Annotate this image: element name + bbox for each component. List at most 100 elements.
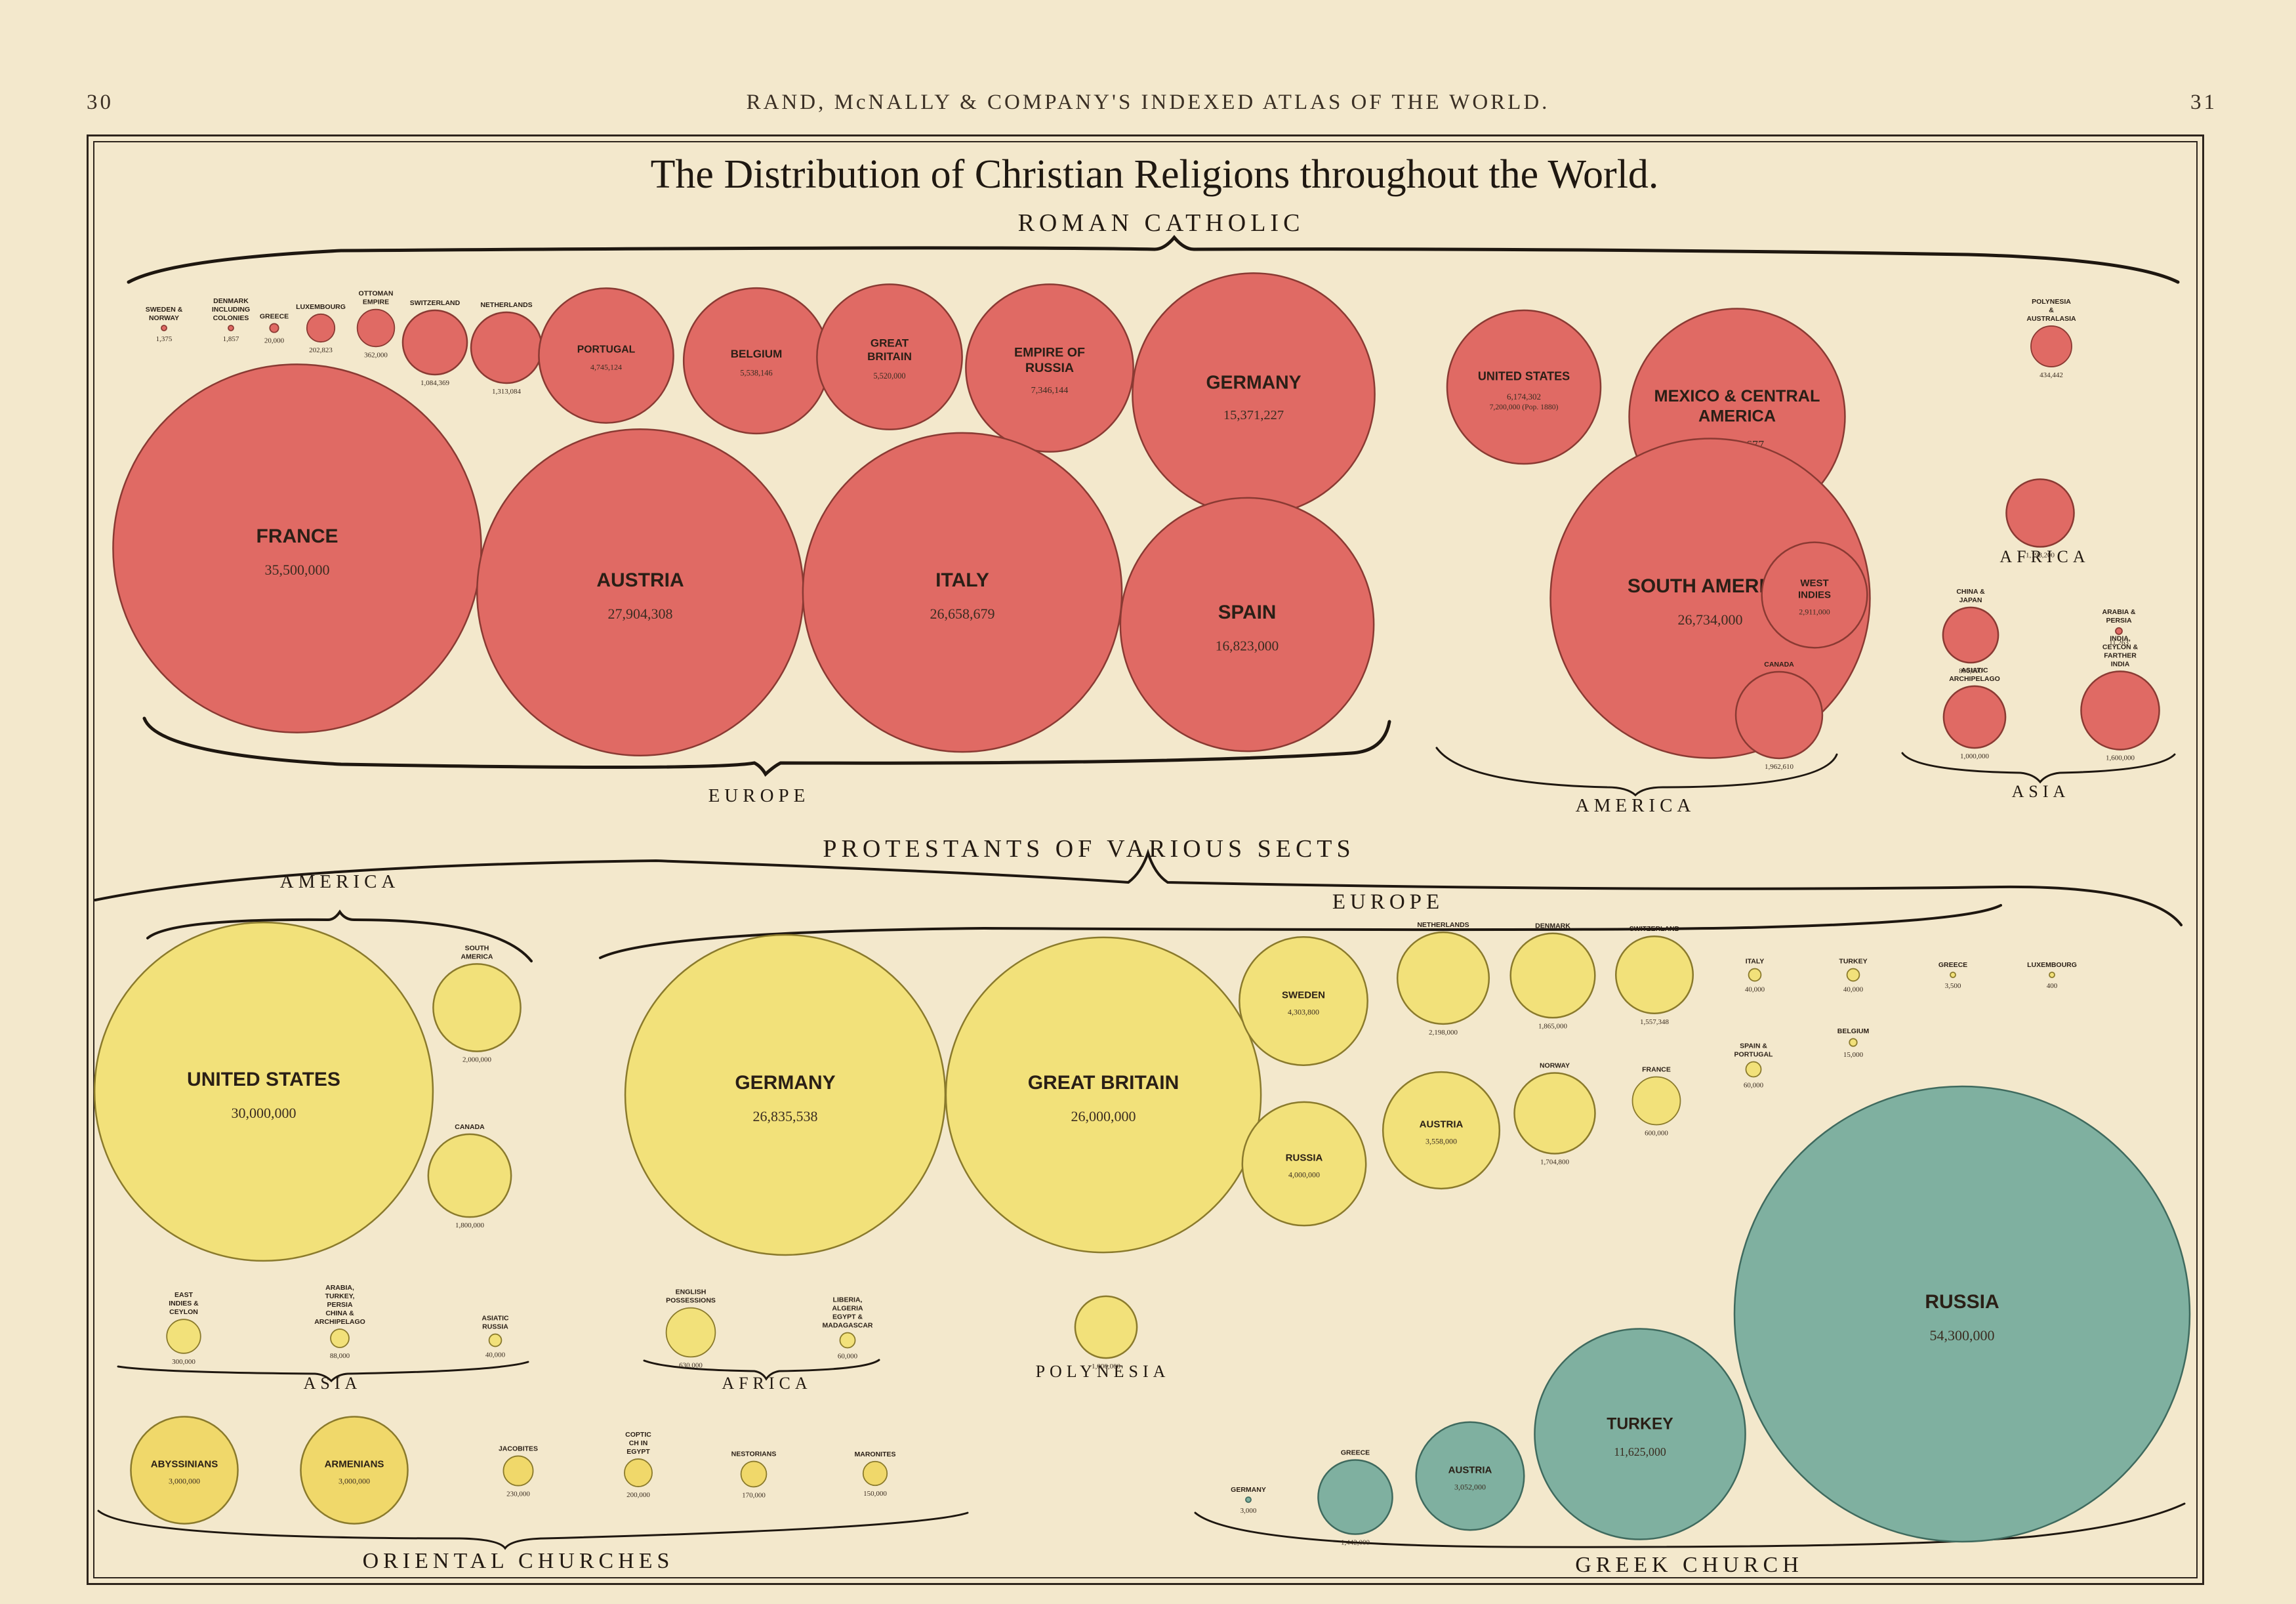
bubble-label: TURKEY, — [325, 1292, 355, 1300]
bubble — [166, 1319, 201, 1354]
bubble-label: AUSTRALASIA — [2026, 315, 2076, 323]
bubble-value: 5,538,146 — [740, 369, 772, 378]
bubble — [816, 283, 963, 430]
bubble — [300, 1416, 409, 1525]
bubble — [1748, 968, 1762, 982]
section-labels: ROMAN CATHOLIC PROTESTANTS OF VARIOUS SEC… — [280, 209, 2089, 1577]
bubble-label: NETHERLANDS — [480, 301, 532, 309]
region-label-pr-europe: EUROPE — [1332, 890, 1444, 914]
bubble-value: 3,000 — [1240, 1507, 1257, 1515]
bubble-label: EMPIRE — [363, 298, 389, 306]
bubble-value: 2,198,000 — [1429, 1029, 1458, 1037]
bubble — [228, 325, 234, 331]
bubble-value: 630,000 — [679, 1361, 703, 1369]
bubble-value: 362,000 — [364, 351, 388, 359]
bubble — [1846, 968, 1860, 982]
bubble-value: 1,857 — [223, 335, 239, 343]
bubble-label: EGYPT & — [832, 1313, 863, 1321]
bubble-label: DENMARK — [213, 297, 249, 305]
bubble-value: 40,000 — [485, 1351, 506, 1359]
bubble-value: 3,052,000 — [1454, 1483, 1486, 1492]
bubble-label: EMPIRE OF — [1014, 345, 1085, 360]
bubble — [945, 936, 1262, 1254]
bubble-label: CEYLON — [169, 1308, 198, 1316]
bubble-label: ARABIA & — [2102, 608, 2136, 616]
bubble-value: 30,000,000 — [232, 1105, 297, 1121]
bubble-value: 15,000 — [1843, 1051, 1864, 1059]
bubble — [1631, 1076, 1681, 1126]
bubble-label: UNITED STATES — [187, 1069, 340, 1090]
section-brace — [117, 1361, 529, 1383]
bubble-label: MADAGASCAR — [823, 1321, 873, 1329]
bubble — [802, 432, 1123, 753]
bubble — [839, 1332, 856, 1349]
bubble — [1239, 936, 1368, 1066]
bubble-value: 2,911,000 — [1799, 607, 1830, 617]
section-braces — [94, 235, 2186, 1550]
section-title-greek-church: GREEK CHURCH — [1575, 1553, 1803, 1577]
bubble-label: DENMARK — [1535, 922, 1570, 930]
bubble-label: EGYPT — [626, 1448, 650, 1456]
section-brace — [1901, 752, 2176, 784]
bubble — [112, 363, 482, 733]
bubble — [2005, 478, 2075, 548]
bubble — [1849, 1038, 1858, 1047]
bubble-label: PORTUGAL — [1734, 1050, 1774, 1058]
bubble — [476, 428, 805, 757]
bubble-label: INDIES & — [169, 1300, 199, 1307]
region-label-rc-america: AMERICA — [1576, 795, 1696, 816]
bubble-label: SWEDEN & — [146, 306, 183, 314]
bubble-label: AMERICA — [461, 953, 493, 960]
bubble-label: JACOBITES — [499, 1445, 538, 1452]
region-label-rc-africa: AFRICA — [1999, 547, 2089, 566]
bubble-label: ASIATIC — [482, 1315, 509, 1323]
bubble-label: POSSESSIONS — [666, 1297, 716, 1305]
region-label-rc-asia: ASIA — [2012, 782, 2070, 801]
bubble — [1761, 541, 1868, 649]
bubble-value: 54,300,000 — [1930, 1327, 1995, 1344]
series-oriental-churches: ABYSSINIANS 3,000,000 ARMENIANS 3,000,000 JA… — [130, 1416, 896, 1525]
bubble — [470, 311, 543, 384]
bubble — [130, 1416, 239, 1525]
bubble — [740, 1460, 768, 1488]
bubble-value: 26,734,000 — [1678, 611, 1743, 628]
bubble-value: 400 — [2047, 982, 2058, 990]
bubble-value: 40,000 — [1843, 985, 1864, 993]
bubble — [1396, 931, 1490, 1025]
section-title-protestants: PROTESTANTS OF VARIOUS SECTS — [823, 835, 1355, 863]
bubble — [862, 1460, 888, 1487]
bubble-value: 230,000 — [506, 1491, 530, 1498]
bubble — [624, 1458, 653, 1487]
bubble — [1317, 1459, 1393, 1535]
bubble-value: 20,000 — [264, 337, 285, 345]
bubble-value: 170,000 — [742, 1491, 766, 1499]
bubble — [269, 323, 279, 333]
bubble-label: RUSSIA — [1286, 1153, 1323, 1164]
bubble-label: ARCHIPELAGO — [1949, 675, 2000, 683]
section-brace — [142, 716, 1391, 777]
bubble-label: ITALY — [935, 569, 989, 591]
bubble-value: 200,000 — [626, 1491, 650, 1499]
bubble-value: 4,303,800 — [1288, 1008, 1319, 1017]
bubble-value: 26,000,000 — [1071, 1108, 1136, 1124]
bubble-label: POLYNESIA — [2032, 298, 2071, 306]
bubble-value: 15,371,227 — [1223, 408, 1284, 422]
bubble — [93, 921, 434, 1262]
map-frame — [87, 134, 2204, 1585]
bubble-label: AMERICA — [1698, 407, 1776, 426]
bubble-value: 26,835,538 — [753, 1108, 818, 1124]
bubble-label: FRANCE — [256, 525, 338, 547]
page-number-right: 31 — [2190, 91, 2217, 114]
bubble — [1942, 685, 2007, 749]
bubble-value: 7,346,144 — [1031, 385, 1069, 396]
bubble — [1415, 1421, 1525, 1531]
bubble-label: CH IN — [629, 1439, 648, 1447]
section-brace — [146, 909, 533, 962]
bubble — [538, 287, 674, 424]
bubble-label: LIBERIA, — [833, 1296, 863, 1304]
bubble-label: GREECE — [260, 312, 289, 320]
bubble — [427, 1133, 512, 1218]
bubble — [1534, 1328, 1746, 1540]
bubble-label: OTTOMAN — [359, 290, 394, 298]
